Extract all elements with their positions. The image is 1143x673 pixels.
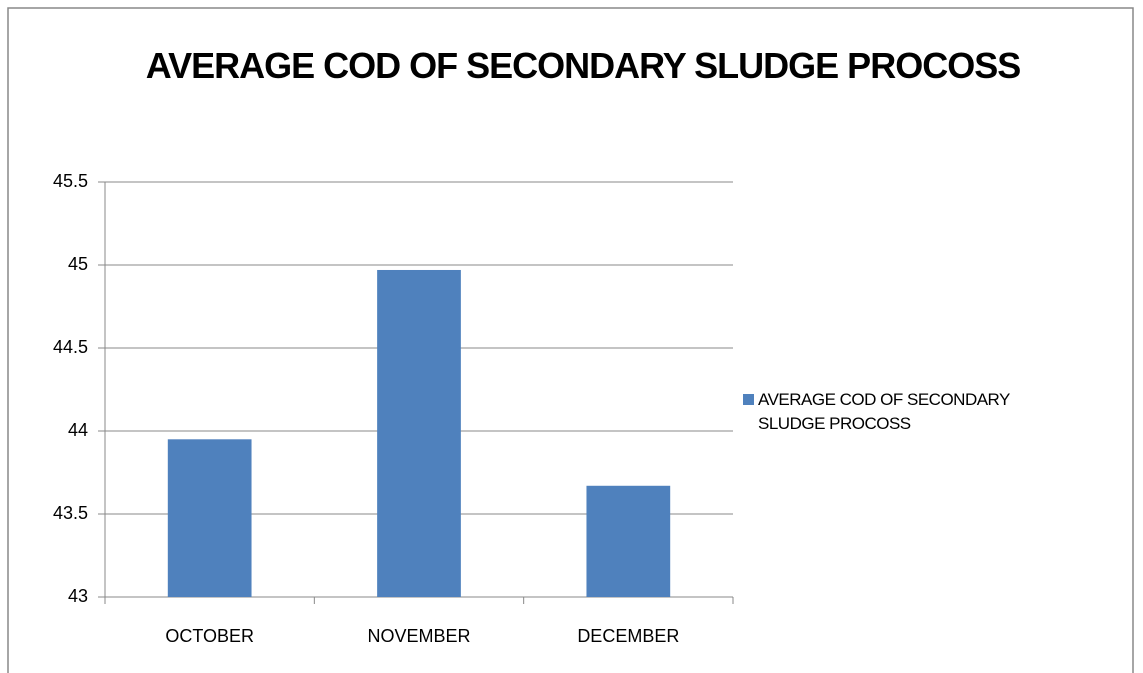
bar bbox=[586, 485, 671, 597]
y-tick-label: 43.5 bbox=[53, 503, 88, 523]
legend-swatch bbox=[743, 394, 754, 405]
x-tick-label: OCTOBER bbox=[165, 626, 254, 646]
x-tick-label: DECEMBER bbox=[577, 626, 679, 646]
legend: AVERAGE COD OF SECONDARY SLUDGE PROCOSS bbox=[743, 388, 1058, 436]
chart-frame bbox=[7, 7, 1134, 673]
y-tick-label: 44.5 bbox=[53, 337, 88, 357]
x-tick-label: NOVEMBER bbox=[367, 626, 470, 646]
y-tick-label: 45.5 bbox=[53, 171, 88, 191]
y-tick-label: 43 bbox=[68, 586, 88, 606]
legend-label: AVERAGE COD OF SECONDARY SLUDGE PROCOSS bbox=[758, 390, 1010, 433]
y-tick-label: 44 bbox=[68, 420, 88, 440]
bar bbox=[377, 269, 461, 597]
y-tick-label: 45 bbox=[68, 254, 88, 274]
bar bbox=[167, 439, 252, 597]
chart-title: AVERAGE COD OF SECONDARY SLUDGE PROCOSS bbox=[145, 45, 1021, 86]
